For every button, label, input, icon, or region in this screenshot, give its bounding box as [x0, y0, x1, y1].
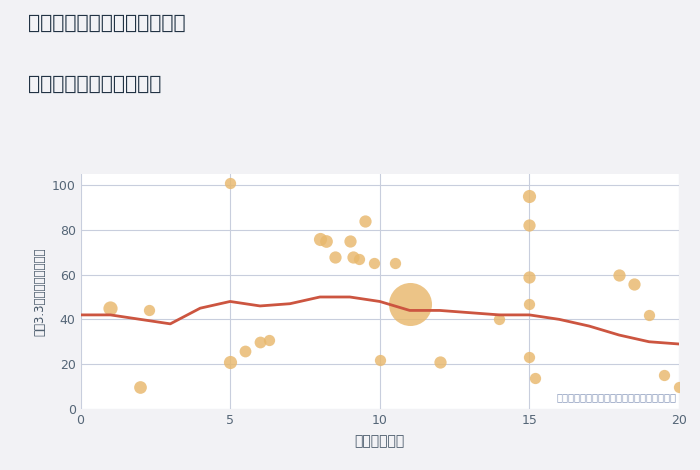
Point	[494, 316, 505, 323]
Point	[321, 237, 332, 245]
Point	[404, 300, 415, 307]
Point	[524, 300, 535, 307]
Point	[524, 222, 535, 229]
Point	[629, 280, 640, 287]
Point	[524, 193, 535, 200]
Point	[314, 235, 326, 243]
Point	[344, 237, 356, 245]
Point	[374, 356, 385, 363]
Point	[524, 273, 535, 281]
Y-axis label: 坪（3.3㎡）単価（万円）: 坪（3.3㎡）単価（万円）	[33, 247, 46, 336]
Text: 駅距離別中古戸建て価格: 駅距離別中古戸建て価格	[28, 75, 162, 94]
Point	[347, 253, 358, 260]
Text: 兵庫県たつの市揖保川町原の: 兵庫県たつの市揖保川町原の	[28, 14, 186, 33]
Point	[354, 255, 365, 263]
Point	[105, 305, 116, 312]
Point	[643, 311, 655, 319]
Point	[613, 271, 624, 278]
Point	[359, 217, 370, 225]
Point	[239, 347, 251, 354]
Point	[225, 358, 236, 366]
Point	[659, 372, 670, 379]
Text: 円の大きさは、取引のあった物件面積を示す: 円の大きさは、取引のあった物件面積を示す	[556, 392, 676, 402]
Point	[389, 259, 400, 267]
Point	[434, 358, 445, 366]
Point	[225, 179, 236, 187]
Point	[255, 338, 266, 345]
Point	[263, 336, 274, 343]
Point	[144, 306, 155, 314]
Point	[530, 374, 541, 381]
Point	[368, 259, 379, 267]
Point	[673, 383, 685, 390]
Point	[329, 253, 340, 260]
Point	[524, 353, 535, 361]
Point	[134, 383, 146, 390]
X-axis label: 駅距離（分）: 駅距離（分）	[355, 434, 405, 448]
